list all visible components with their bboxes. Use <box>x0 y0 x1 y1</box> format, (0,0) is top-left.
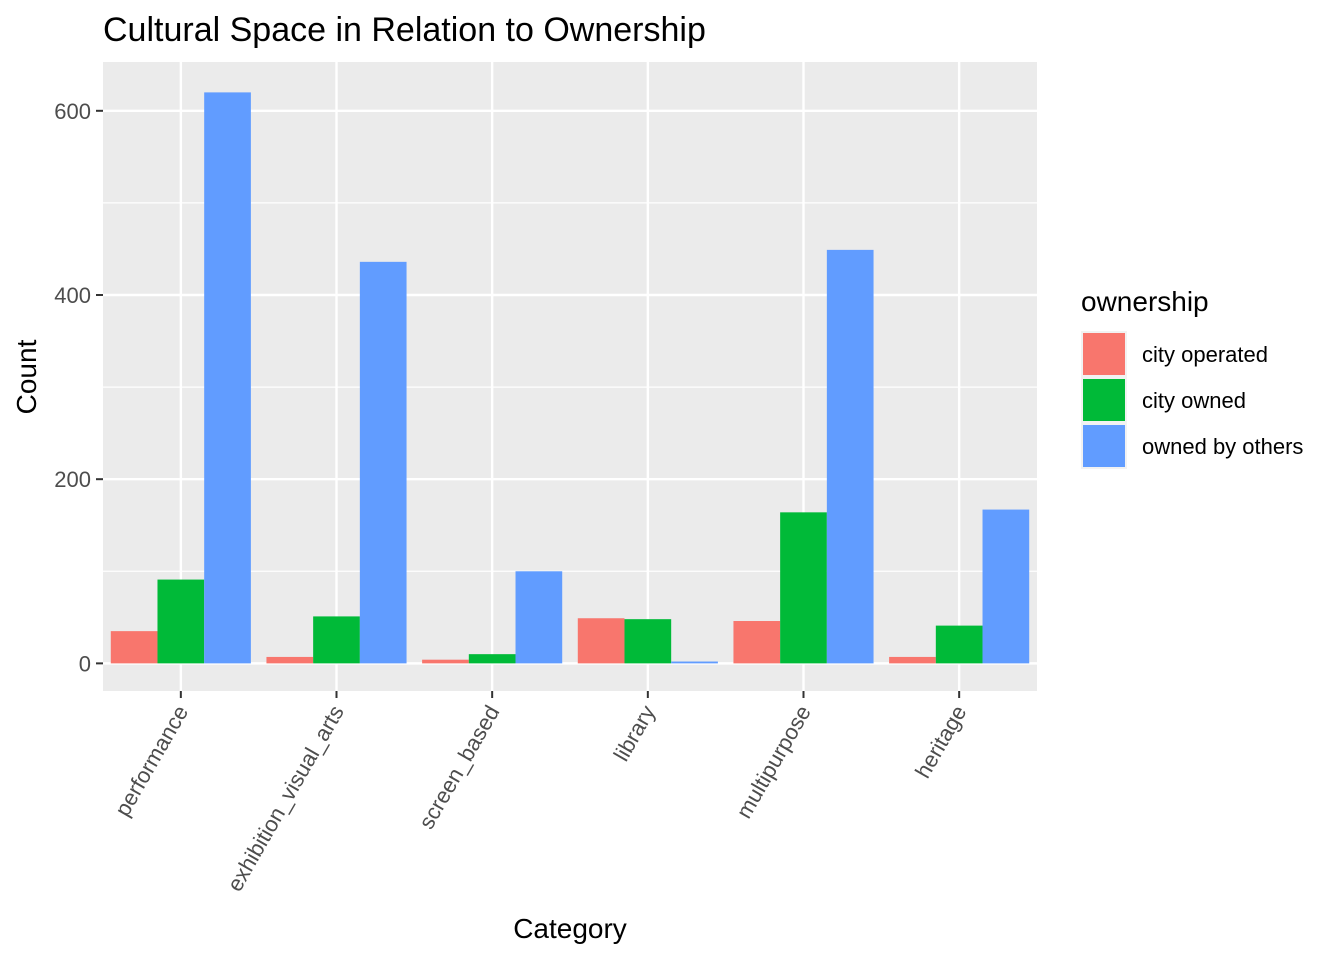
x-tick-label: heritage <box>910 701 971 782</box>
legend-label: city owned <box>1142 388 1246 413</box>
y-tick-label: 0 <box>79 651 91 676</box>
y-axis: 0 200 400 600 <box>54 99 103 676</box>
legend-label: owned by others <box>1142 434 1303 459</box>
bar-city-operated-multipurpose <box>733 621 781 664</box>
x-tick-label: performance <box>110 701 193 820</box>
bar-city-operated-library <box>577 618 625 664</box>
legend-title: ownership <box>1081 286 1209 317</box>
legend: ownership city operated city owned owned b… <box>1081 286 1303 469</box>
bar-owned-by-others-heritage <box>982 509 1030 664</box>
gridlines <box>103 62 1037 691</box>
bar-city-operated-screen-based <box>422 659 469 664</box>
legend-label: city operated <box>1142 342 1268 367</box>
bar-city-owned-library <box>624 619 672 664</box>
bar-city-owned-multipurpose <box>780 512 827 664</box>
bar-owned-by-others-performance <box>204 92 251 664</box>
bar-owned-by-others-screen-based <box>515 571 563 664</box>
bars <box>110 92 1030 664</box>
bar-owned-by-others-library <box>671 661 718 664</box>
x-tick-label: multipurpose <box>731 701 816 823</box>
bar-city-owned-exhibition-visual-arts <box>313 616 360 664</box>
y-tick-label: 200 <box>54 467 91 492</box>
x-axis: performance exhibition_visual_arts screen_… <box>110 691 971 896</box>
bar-city-owned-performance <box>157 579 205 664</box>
bar-city-operated-heritage <box>889 656 936 664</box>
bar-city-operated-performance <box>110 631 158 664</box>
legend-key-swatch <box>1083 379 1125 421</box>
x-tick-label: library <box>609 701 661 765</box>
y-tick-label: 600 <box>54 99 91 124</box>
bar-city-owned-screen-based <box>468 654 516 664</box>
y-tick-label: 400 <box>54 283 91 308</box>
y-axis-title: Count <box>11 339 42 414</box>
bar-city-operated-exhibition-visual-arts <box>266 656 314 664</box>
bar-city-owned-heritage <box>935 625 983 664</box>
x-axis-title: Category <box>513 913 627 944</box>
plot-panel <box>103 62 1037 691</box>
legend-key-swatch <box>1083 425 1125 467</box>
legend-key-swatch <box>1083 333 1125 375</box>
chart-title: Cultural Space in Relation to Ownership <box>103 11 706 49</box>
x-tick-label: exhibition_visual_arts <box>222 701 349 896</box>
x-tick-label: screen_based <box>414 701 505 833</box>
bar-owned-by-others-exhibition-visual-arts <box>359 261 407 664</box>
bar-owned-by-others-multipurpose <box>826 249 874 664</box>
